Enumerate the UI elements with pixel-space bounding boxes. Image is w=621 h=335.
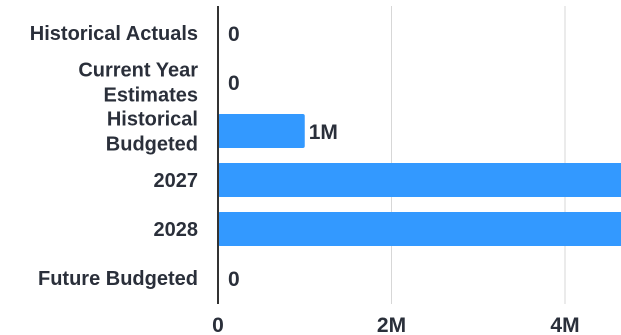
bar xyxy=(218,163,621,197)
bar xyxy=(218,114,305,148)
category-label: 2027 xyxy=(154,170,199,192)
bars xyxy=(218,114,621,246)
bar xyxy=(218,212,621,246)
gridlines xyxy=(391,6,566,304)
category-label: 2028 xyxy=(154,219,199,241)
bar-value-label: 0 xyxy=(228,72,240,95)
category-label: Future Budgeted xyxy=(38,268,198,290)
x-tick-label: 4M xyxy=(550,314,579,335)
x-tick-label: 2M xyxy=(377,314,406,335)
x-tick-label: 0 xyxy=(212,314,224,335)
bar-value-label: 0 xyxy=(228,23,240,46)
value-labels: 001M6M5M0 xyxy=(228,23,338,291)
bar-value-label: 0 xyxy=(228,268,240,291)
category-label: Historical Budgeted xyxy=(106,109,198,156)
x-tick-labels: 02M4M6M xyxy=(212,314,579,335)
category-labels: Historical Actuals Current Year EstimatesH… xyxy=(30,23,198,290)
bar-value-label: 1M xyxy=(309,121,338,144)
category-label: Historical Actuals xyxy=(30,23,198,45)
category-label: Current Year Estimates xyxy=(78,60,198,107)
